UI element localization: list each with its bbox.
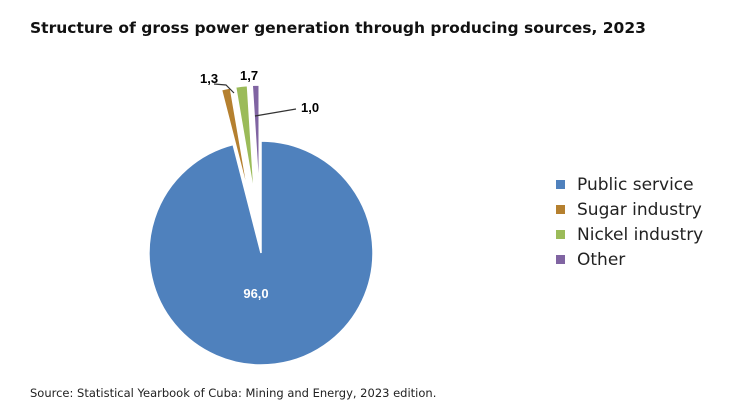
pie-slice-public-service <box>148 140 374 366</box>
data-label: 1,0 <box>301 100 319 115</box>
legend-swatch <box>556 230 565 239</box>
legend-swatch <box>556 180 565 189</box>
pie-slice-nickel-industry <box>234 84 256 198</box>
legend-label: Nickel industry <box>577 224 704 245</box>
legend-label: Sugar industry <box>577 199 702 220</box>
legend-item: Sugar industry <box>556 197 703 222</box>
legend-item: Public service <box>556 172 703 197</box>
legend-item: Nickel industry <box>556 222 703 247</box>
legend-item: Other <box>556 247 703 272</box>
leader-line <box>254 108 297 117</box>
data-label: 96,0 <box>243 286 268 301</box>
legend: Public service Sugar industry Nickel indus… <box>556 172 703 272</box>
source-note: Source: Statistical Yearbook of Cuba: Mi… <box>30 386 437 400</box>
pie-slice-other <box>251 84 260 198</box>
legend-swatch <box>556 255 565 264</box>
chart-title: Structure of gross power generation thro… <box>30 19 646 37</box>
pie-slice-sugar-industry <box>220 86 251 199</box>
leader-line <box>213 83 235 94</box>
data-label: 1,3 <box>200 71 218 86</box>
data-label: 1,7 <box>240 68 258 83</box>
legend-swatch <box>556 205 565 214</box>
legend-label: Other <box>577 249 626 270</box>
legend-label: Public service <box>577 174 694 195</box>
